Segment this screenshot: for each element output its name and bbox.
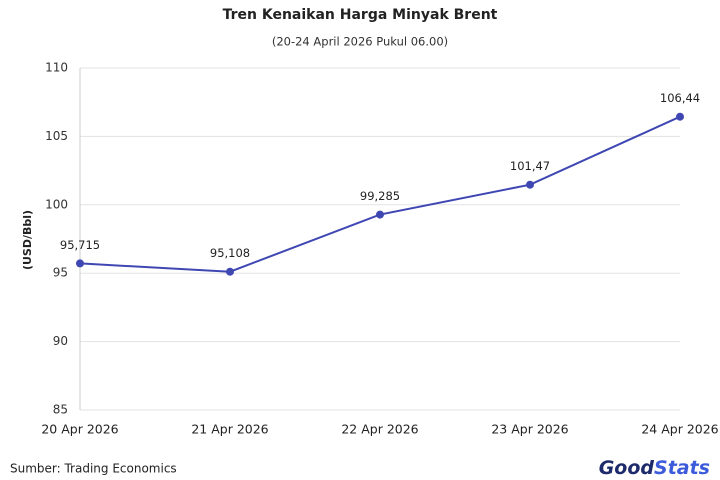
y-tick-label: 95	[53, 266, 68, 280]
point	[676, 112, 684, 121]
y-tick-label: 110	[45, 61, 68, 75]
logo-part: Stats	[654, 457, 710, 479]
point	[76, 259, 84, 268]
logo-part: Good	[599, 457, 655, 479]
data-label: 101,47	[510, 159, 550, 173]
y-tick-label: 100	[45, 197, 68, 211]
y-tick-label: 85	[53, 403, 68, 417]
source: Sumber: Trading Economics	[10, 462, 177, 476]
data-label: 95,108	[210, 246, 250, 260]
chart-subtitle: (20-24 April 2026 Pukul 06.00)	[272, 35, 448, 49]
x-tick-label: 22 Apr 2026	[341, 422, 418, 437]
data-label: 106,44	[660, 91, 700, 105]
data-label: 95,715	[60, 238, 100, 252]
y-axis-label: (USD/Bbl)	[21, 210, 34, 270]
logo: GoodStats	[599, 457, 710, 479]
point	[376, 210, 384, 219]
point	[526, 180, 534, 189]
x-tick-label: 20 Apr 2026	[41, 422, 118, 437]
data-label: 99,285	[360, 189, 400, 203]
y-tick-label: 90	[53, 334, 68, 348]
x-tick-label: 24 Apr 2026	[641, 422, 718, 437]
point	[226, 267, 234, 276]
x-tick-label: 23 Apr 2026	[491, 422, 568, 437]
chart-title: Tren Kenaikan Harga Minyak Brent	[223, 7, 498, 23]
y-tick-label: 105	[45, 129, 68, 143]
x-tick-label: 21 Apr 2026	[191, 422, 268, 437]
